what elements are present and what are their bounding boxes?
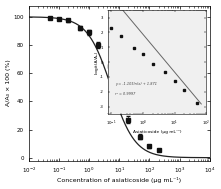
X-axis label: Concentration of asiaticoside (μg mL⁻¹): Concentration of asiaticoside (μg mL⁻¹) (57, 177, 181, 184)
Y-axis label: A/A₀ × 100 (%): A/A₀ × 100 (%) (6, 60, 11, 106)
